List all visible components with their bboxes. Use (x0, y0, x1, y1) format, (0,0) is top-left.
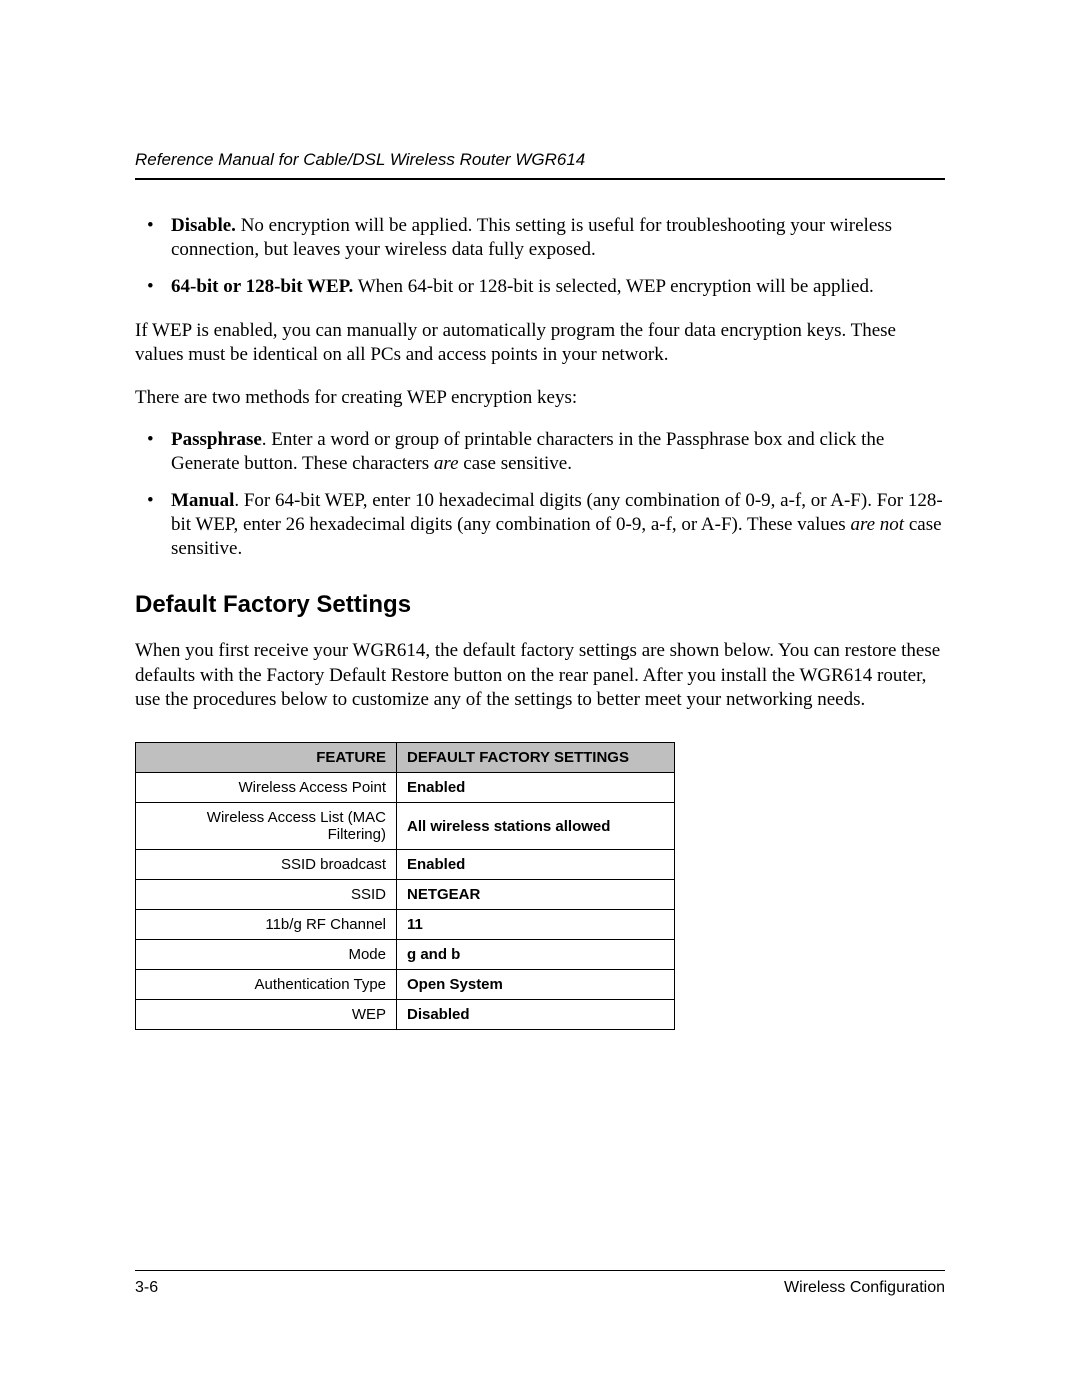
bullet-text: . For 64-bit WEP, enter 10 hexadecimal d… (171, 490, 943, 535)
paragraph: If WEP is enabled, you can manually or a… (135, 319, 945, 368)
bullet-lead: 64-bit or 128-bit WEP. (171, 276, 353, 297)
paragraph: When you first receive your WGR614, the … (135, 639, 945, 712)
table-row: SSID broadcastEnabled (136, 850, 675, 880)
bullet-list-2: Passphrase. Enter a word or group of pri… (135, 428, 945, 562)
list-item: Disable. No encryption will be applied. … (171, 214, 945, 263)
table-cell-value: Enabled (397, 773, 675, 803)
table-cell-value: g and b (397, 940, 675, 970)
bullet-lead: Passphrase (171, 429, 262, 450)
table-cell-value: Enabled (397, 850, 675, 880)
table-row: WEPDisabled (136, 1000, 675, 1030)
page-number: 3-6 (135, 1279, 158, 1297)
paragraph: There are two methods for creating WEP e… (135, 386, 945, 410)
table-row: SSIDNETGEAR (136, 880, 675, 910)
settings-table: FEATURE DEFAULT FACTORY SETTINGS Wireles… (135, 742, 675, 1030)
list-item: Manual. For 64-bit WEP, enter 10 hexadec… (171, 489, 945, 562)
bullet-text: No encryption will be applied. This sett… (171, 215, 892, 260)
table-row: 11b/g RF Channel11 (136, 910, 675, 940)
bullet-text: When 64-bit or 128-bit is selected, WEP … (353, 276, 873, 297)
bullet-lead: Disable. (171, 215, 236, 236)
table-cell-value: 11 (397, 910, 675, 940)
bullet-lead: Manual (171, 490, 234, 511)
table-row: Modeg and b (136, 940, 675, 970)
table-cell-feature: SSID broadcast (136, 850, 397, 880)
bullet-text: case sensitive. (459, 453, 572, 474)
table-header-value: DEFAULT FACTORY SETTINGS (397, 743, 675, 773)
table-cell-feature: Wireless Access Point (136, 773, 397, 803)
bullet-list-1: Disable. No encryption will be applied. … (135, 214, 945, 299)
table-cell-feature: WEP (136, 1000, 397, 1030)
list-item: 64-bit or 128-bit WEP. When 64-bit or 12… (171, 275, 945, 299)
table-cell-feature: Mode (136, 940, 397, 970)
page-footer: 3-6 Wireless Configuration (135, 1270, 945, 1297)
list-item: Passphrase. Enter a word or group of pri… (171, 428, 945, 477)
running-header: Reference Manual for Cable/DSL Wireless … (135, 150, 945, 180)
table-cell-value: Disabled (397, 1000, 675, 1030)
table-row: Wireless Access PointEnabled (136, 773, 675, 803)
italic-text: are not (850, 514, 904, 535)
section-heading: Default Factory Settings (135, 591, 945, 619)
table-header-feature: FEATURE (136, 743, 397, 773)
table-cell-feature: SSID (136, 880, 397, 910)
table-cell-value: All wireless stations allowed (397, 803, 675, 850)
table-cell-value: Open System (397, 970, 675, 1000)
table-row: Authentication TypeOpen System (136, 970, 675, 1000)
table-cell-feature: Authentication Type (136, 970, 397, 1000)
table-header-row: FEATURE DEFAULT FACTORY SETTINGS (136, 743, 675, 773)
table-row: Wireless Access List (MAC Filtering)All … (136, 803, 675, 850)
document-page: Reference Manual for Cable/DSL Wireless … (0, 0, 1080, 1397)
table-cell-feature: Wireless Access List (MAC Filtering) (136, 803, 397, 850)
table-cell-feature: 11b/g RF Channel (136, 910, 397, 940)
italic-text: are (434, 453, 459, 474)
table-cell-value: NETGEAR (397, 880, 675, 910)
footer-section: Wireless Configuration (784, 1279, 945, 1297)
